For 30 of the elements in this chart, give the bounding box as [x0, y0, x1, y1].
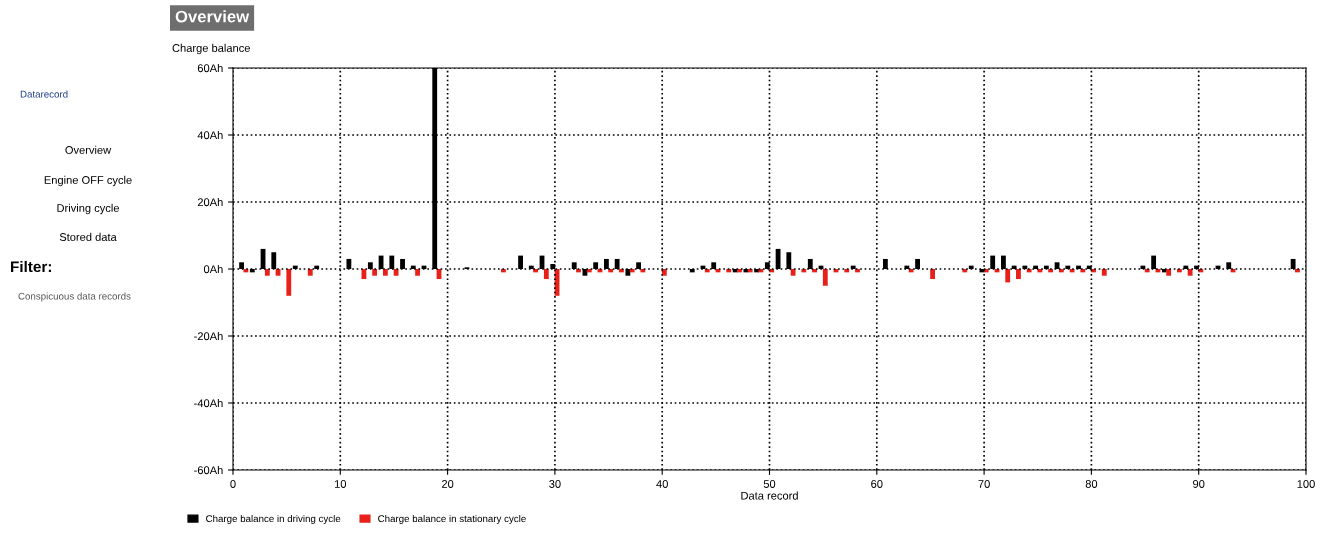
x-tick-label: 50 — [763, 480, 776, 488]
y-tick-label: 40Ah — [197, 130, 223, 140]
text: Conspicuous data records — [18, 292, 131, 302]
text: Filter: — [11, 260, 51, 273]
text: Driving cycle — [57, 203, 119, 215]
x-tick-label: 20 — [441, 480, 454, 488]
y-tick-label: -60Ah — [194, 465, 223, 475]
legend-label: Charge balance in driving cycle — [206, 514, 341, 524]
y-tick-label: 60Ah — [197, 63, 223, 73]
chart-title: Overview — [175, 10, 250, 23]
text: Overview — [65, 145, 112, 154]
text: Stored data — [59, 232, 117, 241]
x-tick-label: 80 — [1085, 480, 1098, 488]
y-tick-label: 0Ah — [203, 264, 223, 274]
y-tick-label: -40Ah — [194, 398, 223, 408]
x-tick-label: 70 — [978, 480, 990, 488]
y-tick-label: -20Ah — [194, 331, 223, 341]
text: Datarecord — [20, 90, 68, 98]
y-axis-title: Charge balance — [172, 43, 250, 55]
legend-label: Charge balance in stationary cycle — [378, 514, 526, 524]
x-axis-title: Data record — [741, 491, 798, 500]
x-tick-label: 100 — [1297, 480, 1315, 488]
x-tick-label: 60 — [871, 480, 883, 488]
y-tick-label: 20Ah — [197, 197, 223, 207]
x-tick-label: 30 — [549, 480, 561, 488]
x-tick-label: 40 — [656, 480, 668, 488]
x-tick-label: 90 — [1193, 480, 1205, 488]
text: Engine OFF cycle — [44, 175, 132, 187]
x-tick-label: 10 — [334, 480, 347, 488]
x-tick-label: 0 — [230, 480, 236, 488]
